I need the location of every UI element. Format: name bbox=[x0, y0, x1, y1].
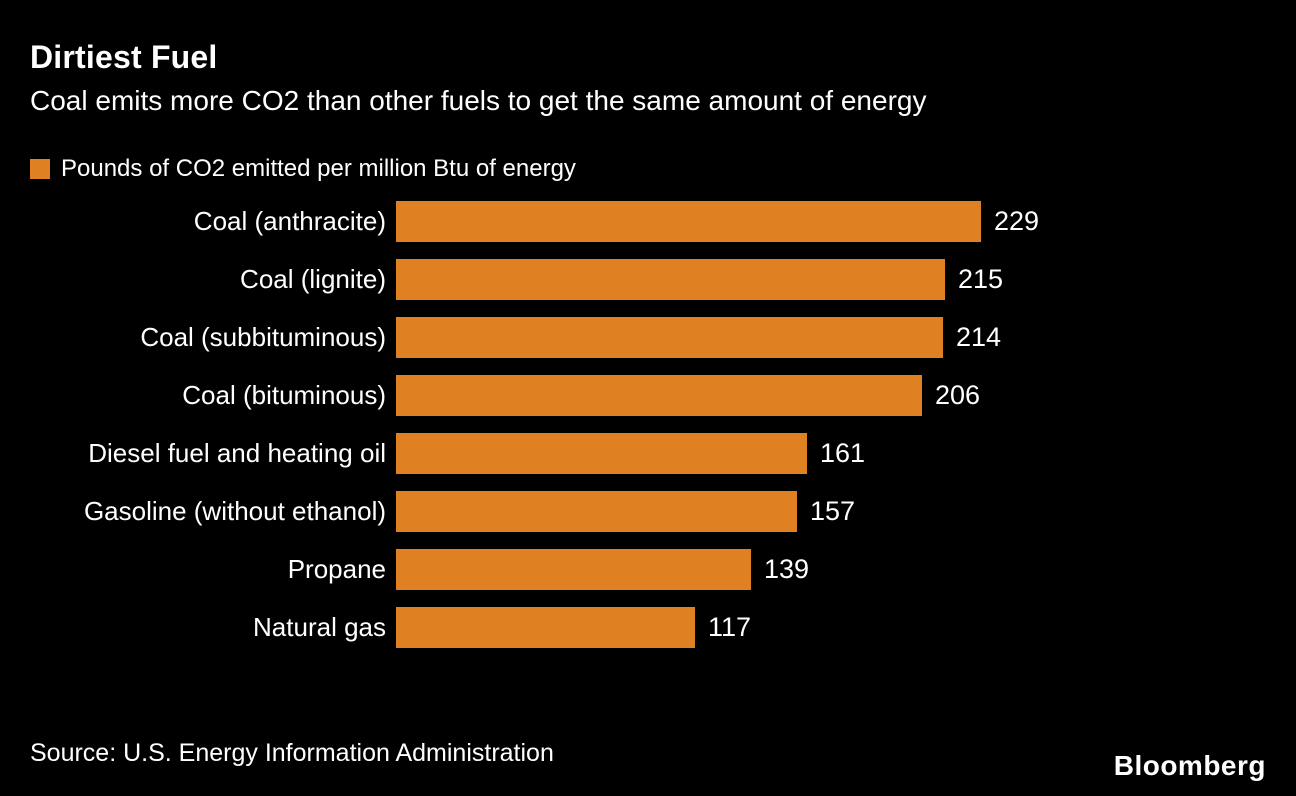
bloomberg-logo: Bloomberg bbox=[1113, 750, 1266, 781]
bar bbox=[396, 606, 695, 648]
chart-row: Coal (anthracite) 229 bbox=[0, 192, 1296, 250]
bar bbox=[396, 316, 943, 358]
category-label: Diesel fuel and heating oil bbox=[88, 437, 386, 468]
value-label: 214 bbox=[956, 321, 1002, 352]
chart-row: Coal (lignite) 215 bbox=[0, 250, 1296, 308]
category-label: Coal (anthracite) bbox=[193, 205, 386, 236]
chart-subtitle: Coal emits more CO2 than other fuels to … bbox=[30, 85, 927, 117]
legend-swatch-icon bbox=[30, 159, 50, 179]
chart-row: Coal (subbituminous) 214 bbox=[0, 308, 1296, 366]
chart-title: Dirtiest Fuel bbox=[30, 39, 218, 75]
category-label: Propane bbox=[287, 553, 386, 584]
value-label: 161 bbox=[820, 437, 866, 468]
chart-header: Dirtiest Fuel Coal emits more CO2 than o… bbox=[30, 39, 1266, 117]
chart-legend: Pounds of CO2 emitted per million Btu of… bbox=[30, 155, 576, 183]
value-label: 117 bbox=[708, 611, 752, 642]
bar bbox=[396, 548, 751, 590]
chart-row: Propane 139 bbox=[0, 540, 1296, 598]
bar bbox=[396, 258, 945, 300]
category-label: Gasoline (without ethanol) bbox=[83, 495, 386, 526]
category-label: Coal (bituminous) bbox=[182, 379, 386, 410]
category-label: Coal (subbituminous) bbox=[140, 321, 386, 352]
value-label: 215 bbox=[958, 263, 1004, 294]
chart-row: Diesel fuel and heating oil 161 bbox=[0, 424, 1296, 482]
value-label: 157 bbox=[810, 495, 856, 526]
bar bbox=[396, 200, 981, 242]
category-label: Coal (lignite) bbox=[240, 263, 386, 294]
chart-row: Coal (bituminous) 206 bbox=[0, 366, 1296, 424]
value-label: 139 bbox=[764, 553, 810, 584]
source-note: Source: U.S. Energy Information Administ… bbox=[30, 739, 554, 767]
value-label: 206 bbox=[935, 379, 981, 410]
bar bbox=[396, 432, 807, 474]
chart-row: Natural gas 117 bbox=[0, 598, 1296, 656]
bar-chart: Coal (anthracite) 229 Coal (lignite) 215 Coa… bbox=[0, 192, 1296, 656]
value-label: 229 bbox=[994, 205, 1040, 236]
category-label: Natural gas bbox=[253, 611, 386, 642]
chart-row: Gasoline (without ethanol) 157 bbox=[0, 482, 1296, 540]
bar bbox=[396, 374, 922, 416]
legend-label: Pounds of CO2 emitted per million Btu of… bbox=[61, 155, 576, 182]
bar bbox=[396, 490, 797, 532]
